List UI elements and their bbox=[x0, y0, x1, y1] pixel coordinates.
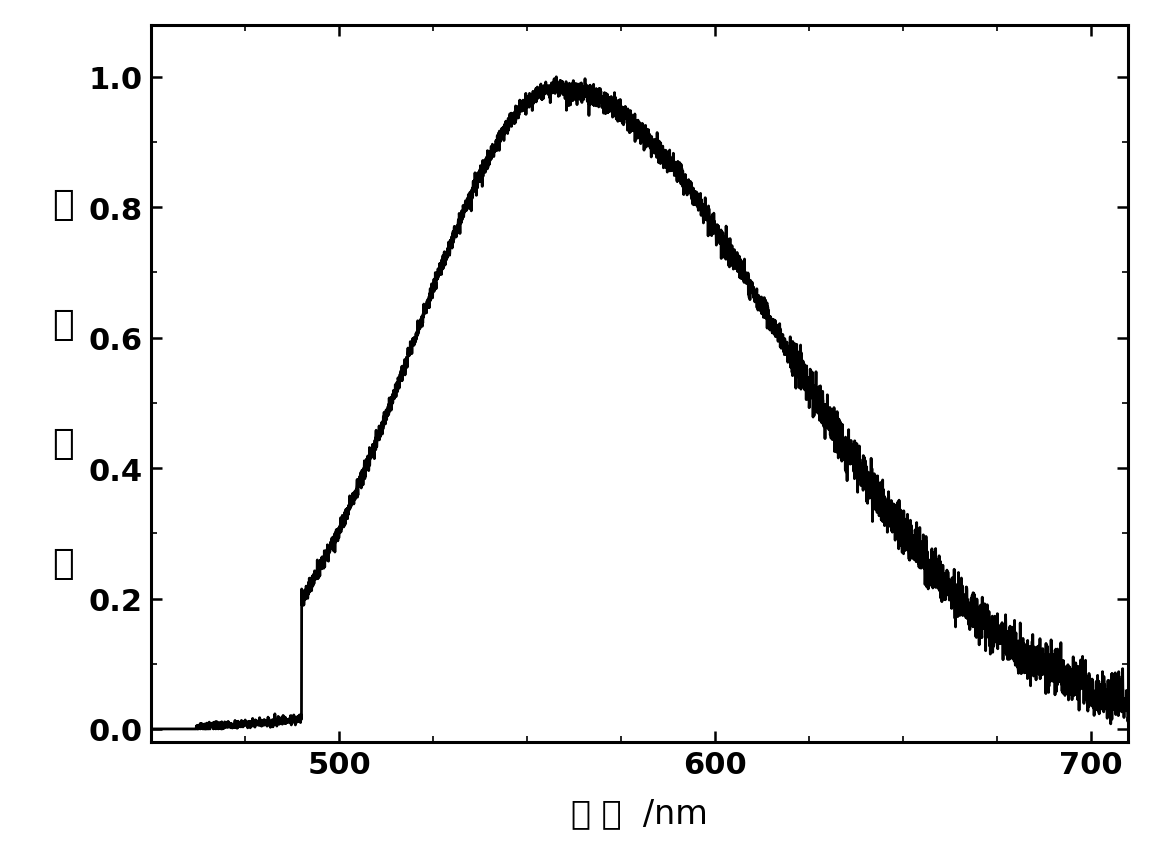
Text: 相: 相 bbox=[52, 188, 74, 222]
Text: 对: 对 bbox=[52, 307, 74, 341]
X-axis label: 波 长  /nm: 波 长 /nm bbox=[571, 796, 708, 829]
Text: 度: 度 bbox=[52, 546, 74, 580]
Text: 强: 强 bbox=[52, 426, 74, 461]
